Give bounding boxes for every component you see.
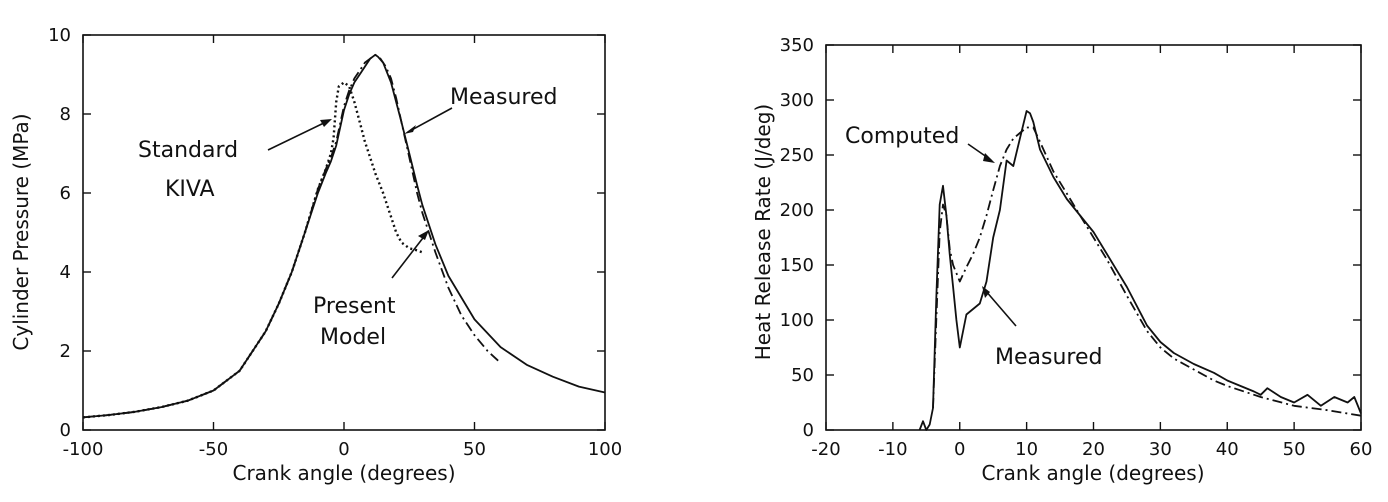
pressure-annotation-measured: Measured [450, 85, 557, 110]
pressure-arrowhead-kiva [320, 119, 332, 127]
heat-release-x-axis-title: Crank angle (degrees) [981, 461, 1204, 485]
heat-release-y-axis: 0 50 100 150 200 250 300 350 [780, 35, 1361, 441]
heat-release-series-computed [932, 126, 1362, 417]
heat-release-y-tick-label: 350 [780, 35, 814, 56]
heat-release-arrowhead-measured [982, 286, 990, 298]
heat-release-y-tick-label: 50 [791, 365, 814, 386]
heat-release-y-tick-label: 0 [803, 420, 814, 441]
heat-release-annotation-measured: Measured [995, 345, 1102, 370]
heat-release-y-tick-label: 200 [780, 200, 814, 221]
heat-release-y-axis-title: Heat Release Rate (J/deg) [751, 104, 775, 360]
heat-release-x-tick-label: 10 [1015, 439, 1038, 460]
pressure-annotation-standard: Standard [138, 138, 238, 163]
heat-release-x-tick-label: -20 [811, 439, 840, 460]
heat-release-arrowhead-computed [983, 153, 995, 163]
pressure-annotation-present: Present [313, 294, 396, 319]
pressure-series-standard-kiva [82, 81, 423, 419]
heat-release-chart: -20 -10 0 10 20 30 40 50 60 0 50 100 150 200 250 300 35… [751, 35, 1372, 485]
pressure-chart: -100 -50 0 50 100 0 2 4 6 8 10 Crank angle (degre… [9, 25, 622, 485]
pressure-arrow-model [391, 233, 427, 279]
pressure-y-tick-label: 2 [60, 341, 71, 362]
heat-release-y-tick-label: 250 [780, 145, 814, 166]
pressure-series-present-model [82, 53, 502, 419]
pressure-y-axis-title: Cylinder Pressure (MPa) [9, 113, 33, 350]
pressure-arrow-kiva [267, 120, 329, 151]
pressure-y-tick-label: 4 [60, 262, 71, 283]
pressure-y-tick-label: 10 [48, 25, 71, 46]
pressure-x-tick-label: 50 [463, 439, 486, 460]
pressure-y-tick-label: 8 [60, 104, 71, 125]
pressure-x-axis-title: Crank angle (degrees) [232, 461, 455, 485]
pressure-y-tick-label: 6 [60, 183, 71, 204]
pressure-arrowhead-measured [404, 125, 416, 134]
pressure-arrowhead-model [418, 230, 429, 240]
heat-release-x-tick-label: 50 [1283, 439, 1306, 460]
heat-release-x-tick-label: 40 [1216, 439, 1239, 460]
heat-release-x-tick-label: 20 [1082, 439, 1105, 460]
pressure-series [82, 53, 606, 419]
pressure-x-tick-label: -50 [199, 439, 228, 460]
heat-release-x-tick-label: 30 [1149, 439, 1172, 460]
heat-release-arrow-measured [984, 289, 1017, 327]
heat-release-x-tick-label: -10 [878, 439, 907, 460]
pressure-annotation-model: Model [320, 325, 386, 350]
pressure-x-tick-label: 100 [588, 439, 622, 460]
pressure-arrow-measured [407, 107, 453, 133]
heat-release-y-tick-label: 300 [780, 90, 814, 111]
pressure-x-axis: -100 -50 0 50 100 [63, 35, 622, 460]
pressure-annotation-kiva: KIVA [165, 177, 215, 202]
pressure-x-tick-label: -100 [63, 439, 104, 460]
pressure-y-tick-label: 0 [60, 420, 71, 441]
heat-release-x-tick-label: 0 [954, 439, 965, 460]
pressure-y-axis: 0 2 4 6 8 10 [48, 25, 605, 441]
heat-release-series [918, 110, 1362, 431]
heat-release-annotation-computed: Computed [845, 124, 959, 149]
heat-release-y-tick-label: 100 [780, 310, 814, 331]
pressure-x-tick-label: 0 [338, 439, 349, 460]
heat-release-x-axis: -20 -10 0 10 20 30 40 50 60 [811, 45, 1372, 460]
heat-release-x-tick-label: 60 [1350, 439, 1373, 460]
heat-release-y-tick-label: 150 [780, 255, 814, 276]
